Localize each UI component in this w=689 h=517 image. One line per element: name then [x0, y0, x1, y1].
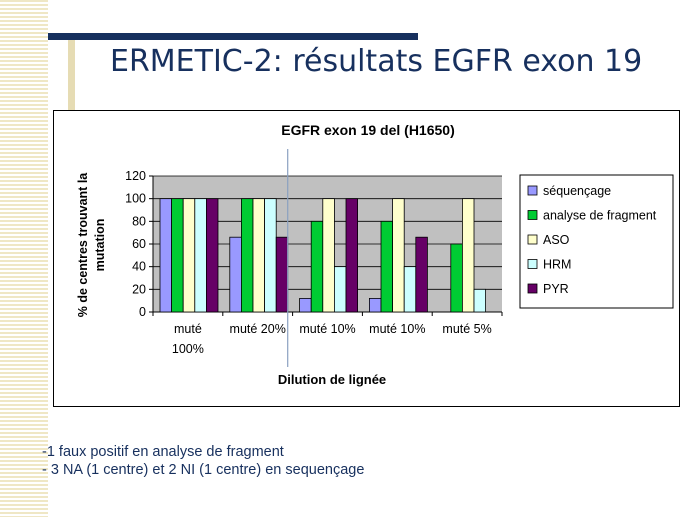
legend-label: HRM	[543, 258, 571, 272]
y-tick-label: 100	[125, 192, 146, 206]
x-tick-label: muté 10%	[369, 322, 425, 336]
bar	[171, 198, 184, 313]
legend-label: ASO	[543, 233, 570, 247]
bar	[299, 297, 312, 313]
notes: -1 faux positif en analyse de fragment -…	[42, 443, 364, 479]
bar-chart: EGFR exon 19 del (H1650) 0 20 40 60 80 100 120 m…	[76, 122, 674, 387]
legend-swatch	[527, 185, 538, 196]
legend-label: analyse de fragment	[543, 209, 657, 223]
bar	[310, 220, 324, 313]
y-tick-label: 0	[139, 305, 146, 319]
y-tick-label: 20	[132, 282, 146, 296]
x-tick-label: muté	[174, 322, 202, 336]
slide-title: ERMETIC-2: résultats EGFR exon 19	[110, 44, 643, 79]
y-tick-label: 120	[125, 169, 146, 183]
bar	[380, 220, 394, 313]
x-tick-label: muté 5%	[442, 322, 491, 336]
bar	[229, 236, 242, 313]
bar	[473, 288, 487, 313]
bar	[322, 198, 335, 313]
y-axis-label: mutation	[93, 219, 107, 272]
bar	[182, 198, 196, 313]
legend-label: séquençage	[543, 184, 611, 198]
bar	[205, 198, 219, 313]
bar	[415, 236, 428, 313]
bar	[345, 198, 359, 313]
y-tick-label: 60	[132, 237, 146, 251]
y-tick-label: 80	[132, 214, 146, 228]
legend-swatch	[527, 259, 538, 269]
bar	[392, 198, 405, 313]
x-axis-label: Dilution de lignée	[278, 372, 386, 387]
x-tick-label: 100%	[172, 342, 204, 356]
note-line-1: -1 faux positif en analyse de fragment	[42, 444, 284, 460]
legend-swatch	[527, 234, 538, 245]
chart-frame: EGFR exon 19 del (H1650) 0 20 40 60 80 100 120 m…	[53, 110, 680, 407]
bar	[368, 297, 382, 313]
bar	[333, 266, 347, 313]
legend-swatch	[527, 210, 538, 220]
title-accent-vertical	[68, 34, 75, 120]
y-axis-label: % de centres trouvant la	[76, 172, 90, 318]
bar	[194, 198, 207, 313]
bar	[461, 198, 475, 313]
bar	[240, 198, 254, 313]
bar	[450, 243, 463, 313]
bar	[252, 198, 266, 313]
legend-label: PYR	[543, 282, 569, 296]
note-line-2: - 3 NA (1 centre) et 2 NI (1 centre) en …	[42, 462, 365, 478]
legend-box	[519, 174, 674, 309]
bar	[403, 266, 417, 313]
x-tick-label: muté 10%	[299, 322, 355, 336]
side-stripes-decoration	[0, 0, 48, 517]
title-accent-horizontal	[48, 33, 418, 40]
bar	[264, 198, 277, 313]
chart-title: EGFR exon 19 del (H1650)	[281, 122, 455, 138]
bar	[159, 198, 173, 313]
y-tick-label: 40	[132, 260, 146, 274]
bar	[275, 236, 289, 313]
legend-swatch	[527, 283, 538, 294]
x-tick-label: muté 20%	[230, 322, 286, 336]
